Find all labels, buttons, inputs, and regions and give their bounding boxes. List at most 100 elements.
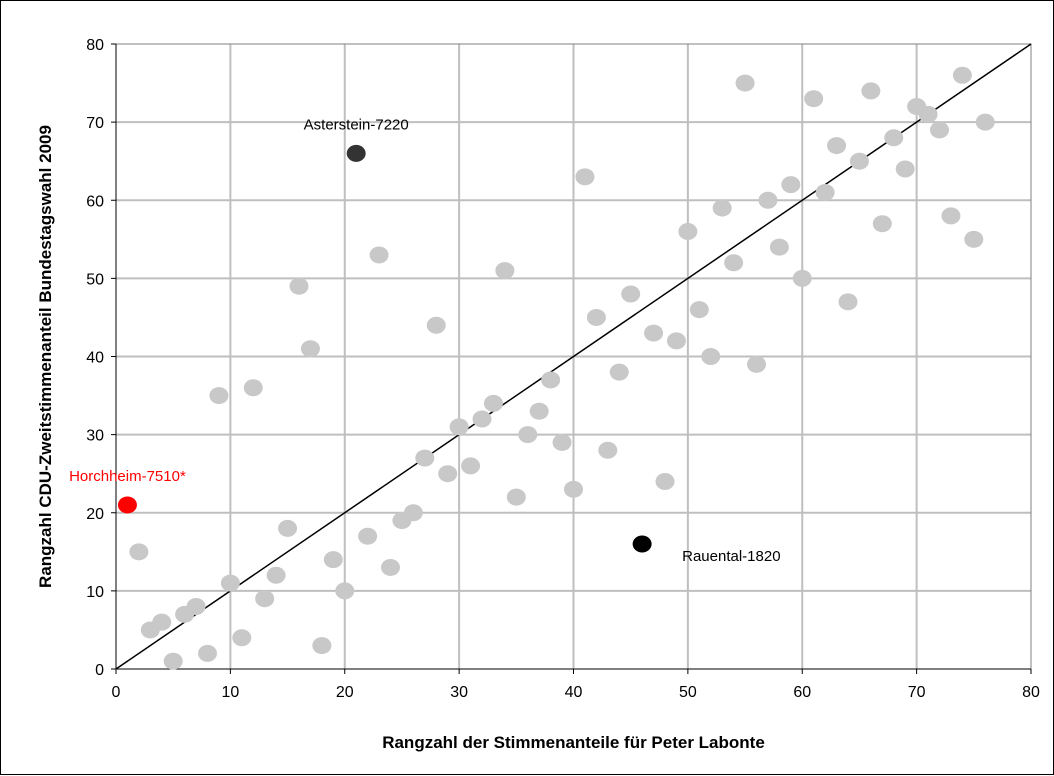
data-point: [152, 613, 172, 631]
data-point: [243, 379, 263, 397]
data-point: [895, 160, 915, 178]
data-point: [129, 543, 149, 561]
y-tick-label: 30: [86, 428, 104, 445]
highlight-label: Horchheim-7510*: [69, 468, 186, 485]
data-point: [930, 121, 949, 139]
data-point: [964, 230, 984, 248]
data-point: [381, 558, 400, 576]
data-point: [541, 371, 561, 389]
data-point: [724, 254, 744, 272]
data-point: [747, 355, 766, 373]
data-point: [232, 629, 252, 647]
data-point: [735, 74, 755, 92]
y-axis-title: Rangzahl CDU-Zweitstimmenanteil Bundesta…: [36, 125, 55, 588]
highlight-point: [346, 144, 366, 162]
data-point: [369, 246, 389, 264]
data-point: [575, 168, 595, 186]
x-tick-label: 30: [450, 684, 468, 701]
data-point: [426, 316, 446, 334]
data-point: [701, 348, 721, 365]
data-point: [621, 285, 641, 303]
data-point: [449, 418, 469, 436]
x-tick-label: 50: [679, 684, 697, 701]
data-point: [758, 191, 778, 209]
data-point: [815, 183, 835, 201]
data-point: [838, 293, 858, 311]
data-point: [769, 238, 789, 256]
data-point: [300, 340, 320, 358]
x-tick-label: 40: [565, 684, 583, 701]
data-point: [918, 105, 938, 123]
data-point: [975, 113, 995, 131]
data-point: [644, 324, 664, 342]
data-point: [163, 652, 183, 670]
data-point: [792, 269, 812, 287]
data-point: [323, 551, 343, 569]
data-point: [335, 582, 355, 600]
y-tick-label: 40: [86, 350, 104, 367]
data-point: [712, 199, 732, 217]
data-point: [598, 441, 618, 459]
data-points: [129, 66, 995, 670]
data-point: [278, 519, 298, 537]
data-point: [781, 176, 801, 194]
data-point: [289, 277, 309, 295]
data-point: [586, 308, 606, 326]
data-point: [941, 207, 961, 225]
data-point: [472, 410, 492, 428]
data-point: [220, 574, 240, 592]
data-point: [804, 90, 824, 108]
data-point: [849, 152, 869, 170]
data-point: [827, 137, 847, 155]
data-point: [312, 637, 332, 655]
highlight-point: [117, 496, 137, 514]
reference-diagonal-line: [115, 43, 1032, 670]
data-point: [884, 129, 904, 147]
data-point: [506, 488, 526, 506]
data-point: [529, 402, 549, 420]
highlight-point: [632, 535, 652, 553]
gridlines: [116, 44, 1031, 669]
x-tick-label: 10: [221, 684, 239, 701]
y-tick-label: 0: [95, 662, 104, 679]
y-tick-label: 70: [86, 115, 104, 132]
data-point: [678, 223, 698, 240]
data-point: [358, 527, 378, 545]
data-point: [186, 598, 206, 615]
y-tick-label: 20: [86, 506, 104, 523]
data-point: [255, 590, 275, 608]
data-point: [609, 363, 629, 381]
data-point: [461, 457, 481, 475]
data-point: [952, 66, 972, 84]
x-tick-label: 70: [908, 684, 926, 701]
highlighted-points: Asterstein-7220 Horchheim-7510* Rauental-1…: [69, 116, 780, 565]
x-tick-label: 0: [112, 684, 121, 701]
data-point: [552, 433, 572, 451]
y-tick-label: 50: [86, 271, 104, 288]
data-point: [438, 465, 458, 483]
x-tick-label: 60: [793, 684, 811, 701]
tick-labels: 0 10 20 30 40 50 60 70 80 0 10 20 30 40 50 60 70 80: [86, 37, 1040, 701]
data-point: [564, 480, 583, 498]
highlight-label: Rauental-1820: [682, 548, 780, 565]
data-point: [403, 504, 423, 522]
data-point: [495, 262, 515, 280]
data-point: [209, 387, 229, 405]
x-axis-title: Rangzahl der Stimmenanteile für Peter La…: [382, 733, 765, 752]
data-point: [518, 426, 538, 444]
data-point: [689, 301, 709, 319]
data-point: [483, 394, 503, 412]
highlight-label: Asterstein-7220: [304, 116, 409, 133]
data-point: [655, 473, 675, 490]
data-point: [666, 332, 686, 350]
y-tick-label: 60: [86, 193, 104, 210]
data-point: [872, 215, 892, 233]
x-tick-label: 20: [336, 684, 354, 701]
y-tick-label: 10: [86, 584, 104, 601]
data-point: [266, 566, 286, 584]
data-point: [861, 82, 881, 100]
x-tick-label: 80: [1022, 684, 1040, 701]
data-point: [415, 449, 435, 467]
